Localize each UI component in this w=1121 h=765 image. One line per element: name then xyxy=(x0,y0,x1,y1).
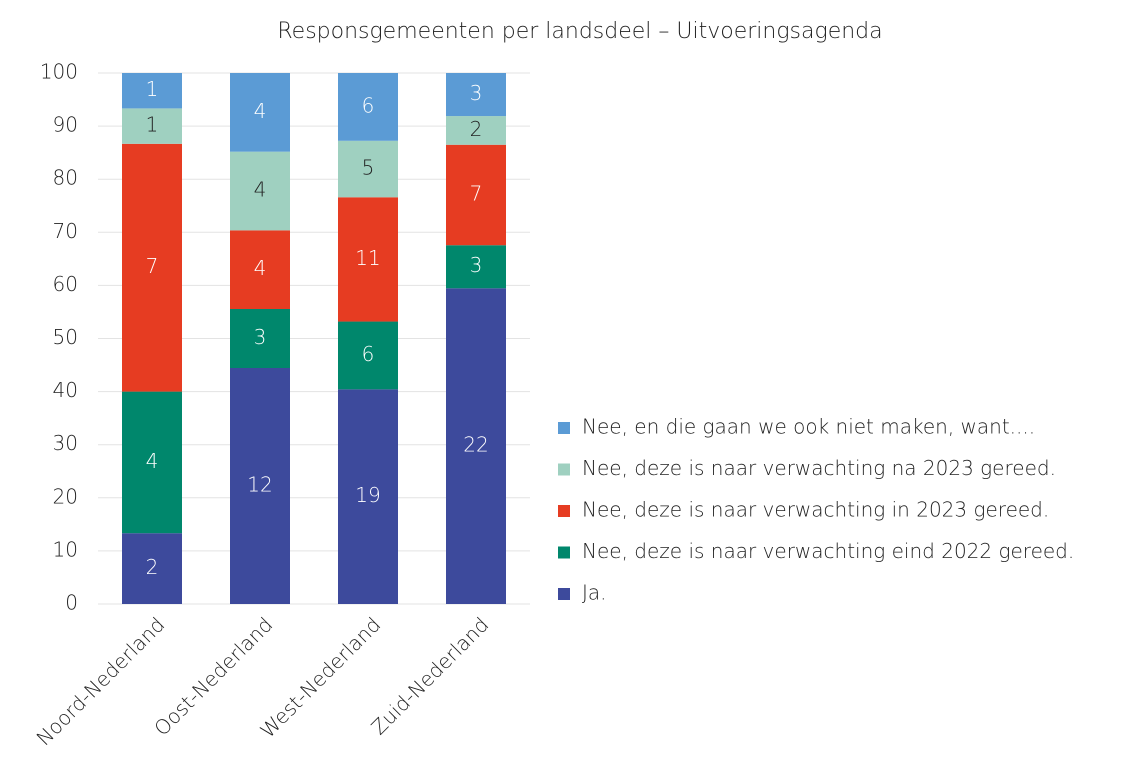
y-tick-label: 40 xyxy=(53,378,78,402)
data-label: 7 xyxy=(470,181,483,205)
data-label: 3 xyxy=(254,325,267,349)
chart-title: Responsgemeenten per landsdeel – Uitvoer… xyxy=(277,19,882,44)
y-tick-label: 30 xyxy=(53,431,78,455)
data-label: 4 xyxy=(254,178,267,202)
bar-segment xyxy=(122,391,182,534)
y-tick-label: 60 xyxy=(53,272,78,296)
bar-segment xyxy=(230,151,290,231)
bar-segment xyxy=(446,144,506,246)
bar-segment xyxy=(338,197,398,322)
data-label: 4 xyxy=(254,256,267,280)
legend-label: Nee, en die gaan we ook niet maken, want… xyxy=(582,415,1035,439)
data-label: 12 xyxy=(247,473,272,497)
bar-segment xyxy=(230,309,290,368)
data-label: 2 xyxy=(470,117,483,141)
y-tick-label: 50 xyxy=(53,325,78,349)
bar-segment xyxy=(446,288,506,604)
y-tick-label: 20 xyxy=(53,484,78,508)
bar-segment xyxy=(122,108,182,144)
data-label: 19 xyxy=(355,483,380,507)
bar-segment xyxy=(230,73,290,152)
y-tick-label: 80 xyxy=(53,166,78,190)
data-label: 5 xyxy=(362,156,375,180)
legend-swatch xyxy=(558,505,570,517)
y-tick-label: 0 xyxy=(65,591,78,615)
bar-segment xyxy=(338,140,398,198)
bar-segment xyxy=(230,368,290,604)
bar-segment xyxy=(338,389,398,604)
data-label: 7 xyxy=(146,254,159,278)
bar-segment xyxy=(230,230,290,309)
bar-segment xyxy=(446,245,506,289)
legend-label: Ja. xyxy=(582,581,607,605)
data-label: 3 xyxy=(470,253,483,277)
bar-segment xyxy=(122,143,182,392)
data-label: 4 xyxy=(254,99,267,123)
x-tick-label: Noord-Nederland xyxy=(32,612,170,750)
legend-swatch xyxy=(558,463,570,476)
bar-segment xyxy=(338,321,398,390)
bar-segment xyxy=(122,533,182,604)
data-label: 4 xyxy=(146,449,159,473)
y-tick-label: 100 xyxy=(40,60,78,84)
x-tick-label: Zuid-Nederland xyxy=(366,612,493,739)
legend-swatch xyxy=(558,546,570,559)
y-tick-label: 90 xyxy=(53,113,78,137)
data-label: 1 xyxy=(146,77,159,101)
data-label: 3 xyxy=(470,81,483,105)
y-tick-label: 10 xyxy=(53,537,78,561)
bar-segment xyxy=(446,116,506,145)
legend-label: Nee, deze is naar verwachting eind 2022 … xyxy=(582,539,1074,563)
data-label: 6 xyxy=(362,342,375,366)
data-label: 6 xyxy=(362,93,375,117)
data-label: 1 xyxy=(146,113,159,137)
data-label: 2 xyxy=(146,555,159,579)
legend-label: Nee, deze is naar verwachting in 2023 ge… xyxy=(582,498,1049,522)
legend-label: Nee, deze is naar verwachting na 2023 ge… xyxy=(582,456,1056,480)
bar-segment xyxy=(446,73,506,117)
bar-segment xyxy=(122,73,182,109)
legend-swatch xyxy=(558,588,570,600)
data-label: 22 xyxy=(463,433,488,457)
bar-segment xyxy=(338,73,398,141)
data-label: 11 xyxy=(355,246,380,270)
y-tick-label: 70 xyxy=(53,219,78,243)
legend-swatch xyxy=(558,422,570,434)
